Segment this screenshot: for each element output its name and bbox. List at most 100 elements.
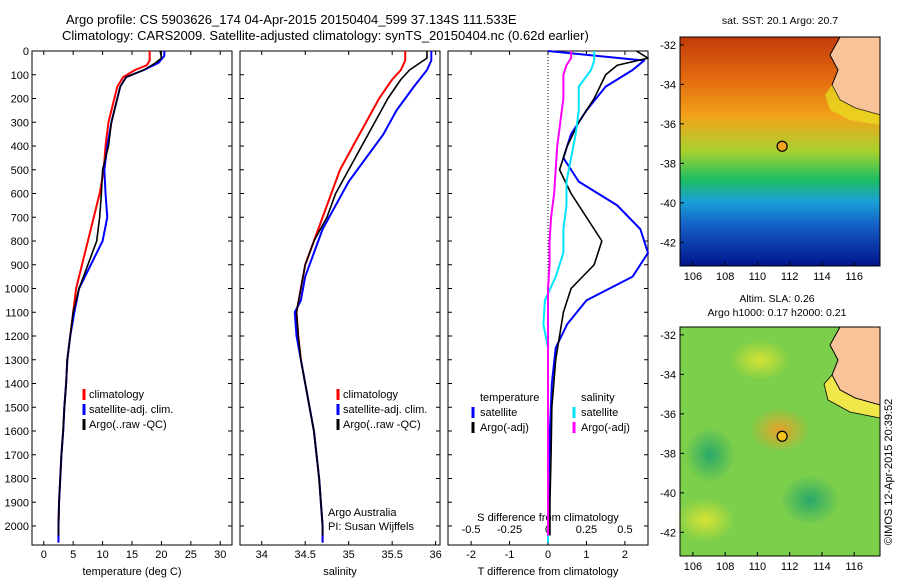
legend-label: Argo(..raw -QC) <box>89 419 167 431</box>
map-x-tick-label: 108 <box>716 271 734 283</box>
difference-panel: -2 -1 0 1 2T difference from climatology -0.5… <box>447 50 649 578</box>
map-x-tick-label: 114 <box>813 271 831 283</box>
sla-argo-marker <box>776 430 788 442</box>
sst-argo-marker <box>776 140 788 152</box>
x-tick-label: -1 <box>505 549 515 561</box>
y-tick-label: 100 <box>11 70 29 82</box>
x-axis-label: T difference from climatology <box>478 566 619 578</box>
y-tick-label: 1800 <box>5 474 29 486</box>
x-tick-label: 35 <box>343 549 355 561</box>
temperature-panel: 0100200300400500600700800900100011001200… <box>5 46 233 578</box>
series-line-1 <box>549 50 649 536</box>
y-tick-label: 200 <box>11 94 29 106</box>
y-tick-label: 1500 <box>5 402 29 414</box>
legend-label: Argo(..raw -QC) <box>343 419 421 431</box>
map-x-tick-label: 112 <box>781 561 799 573</box>
series-line-2 <box>57 50 163 536</box>
series-line-3 <box>547 51 573 536</box>
map-x-tick-label: 110 <box>749 561 767 573</box>
map-x-tick-label: 116 <box>845 271 863 283</box>
y-tick-label: 1000 <box>5 284 29 296</box>
map-y-tick-label: -36 <box>660 409 676 421</box>
sla-title: Altim. SLA: 0.26 <box>739 293 814 305</box>
sla-anomaly-low-1 <box>685 427 735 483</box>
legend-heading: temperature <box>480 392 539 404</box>
annotation-line: Argo Australia <box>328 507 397 519</box>
x-tick-label: 0 <box>545 549 551 561</box>
map-x-tick-label: 108 <box>716 561 734 573</box>
x-axis-label: salinity <box>323 566 357 578</box>
y-tick-label: 300 <box>11 117 29 129</box>
map-y-tick-label: -40 <box>660 488 676 500</box>
x-tick-label: 25 <box>185 549 197 561</box>
s-tick-label: -0.5 <box>462 524 481 536</box>
sla-anomaly-mid <box>675 498 735 542</box>
sst-map: sat. SST: 20.1 Argo: 20.7 <box>679 15 881 267</box>
legend-label: satellite-adj. clim. <box>89 404 173 416</box>
x-tick-label: -2 <box>466 549 476 561</box>
series-line-0 <box>547 50 649 543</box>
legend-label: satellite <box>581 407 618 419</box>
sla-anomaly-north <box>730 340 790 380</box>
map-y-tick-label: -40 <box>660 198 676 210</box>
salinity-panel: 34 34.5 35 35.5 36 salinity climatology satelli… <box>239 50 442 578</box>
map-x-tick-label: 106 <box>684 561 702 573</box>
y-tick-label: 1200 <box>5 331 29 343</box>
map-y-tick-label: -38 <box>660 158 676 170</box>
y-tick-label: 1700 <box>5 450 29 462</box>
y-tick-label: 1300 <box>5 355 29 367</box>
sla-frame <box>679 326 881 557</box>
map-y-tick-label: -36 <box>660 119 676 131</box>
y-tick-label: 800 <box>11 236 29 248</box>
x-tick-label: 2 <box>622 549 628 561</box>
y-tick-label: 1900 <box>5 497 29 509</box>
map-y-tick-label: -34 <box>660 369 676 381</box>
y-tick-label: 900 <box>11 260 29 272</box>
credit-text: ©IMOS 12-Apr-2015 20:39:52 <box>883 399 895 545</box>
x-tick-label: 36 <box>430 549 442 561</box>
x-tick-label: 20 <box>155 549 167 561</box>
map-x-tick-label: 110 <box>749 271 767 283</box>
sla-anomaly-low-2 <box>780 475 840 525</box>
legend-label: satellite-adj. clim. <box>343 404 427 416</box>
x-tick-label: 35.5 <box>381 549 402 561</box>
x-tick-label: 34 <box>256 549 268 561</box>
y-tick-label: 0 <box>23 46 29 58</box>
plot-frame <box>31 50 233 546</box>
sst-frame <box>679 36 881 267</box>
sst-shelf <box>825 85 880 125</box>
y-tick-label: 1600 <box>5 426 29 438</box>
x-tick-label: 10 <box>96 549 108 561</box>
map-x-tick-label: 112 <box>781 271 799 283</box>
y-tick-label: 600 <box>11 189 29 201</box>
legend-label: climatology <box>89 389 145 401</box>
map-x-tick-label: 114 <box>813 561 831 573</box>
s-tick-label: -0.25 <box>497 524 522 536</box>
x-tick-label: 0 <box>41 549 47 561</box>
map-y-tick-label: -38 <box>660 448 676 460</box>
sla-subtitle: Argo h1000: 0.17 h2000: 0.21 <box>708 307 847 319</box>
legend-label: Argo(-adj) <box>581 422 630 434</box>
x-tick-label: 34.5 <box>295 549 316 561</box>
x-axis-label: temperature (deg C) <box>82 566 181 578</box>
header-line2: Climatology: CARS2009. Satellite-adjuste… <box>62 28 589 43</box>
sst-title: sat. SST: 20.1 Argo: 20.7 <box>722 15 838 27</box>
y-tick-label: 1400 <box>5 379 29 391</box>
map-y-tick-label: -42 <box>660 527 676 539</box>
legend-label: satellite <box>480 407 517 419</box>
x-tick-label: 15 <box>126 549 138 561</box>
map-x-tick-label: 116 <box>845 561 863 573</box>
legend-heading: salinity <box>581 392 615 404</box>
sla-anomaly-high <box>750 408 810 452</box>
annotation-line: PI: Susan Wijffels <box>328 521 414 533</box>
x-tick-label: 30 <box>214 549 226 561</box>
y-tick-label: 1100 <box>5 307 29 319</box>
legend-label: climatology <box>343 389 399 401</box>
sla-map: Altim. SLA: 0.26 Argo h1000: 0.17 h2000:… <box>675 293 881 557</box>
map-x-tick-label: 106 <box>684 271 702 283</box>
y-tick-label: 400 <box>11 141 29 153</box>
x-tick-label: 5 <box>70 549 76 561</box>
s-tick-label: 0.25 <box>576 524 597 536</box>
x-tick-label: 1 <box>583 549 589 561</box>
